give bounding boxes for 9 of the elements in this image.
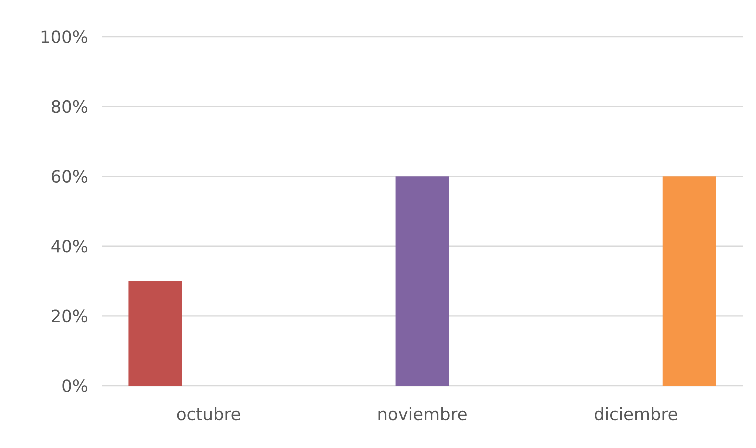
y-tick-label: 100% <box>42 30 88 44</box>
y-tick-label: 40% <box>52 240 88 253</box>
x-tick-label: octubre <box>177 408 240 421</box>
y-tick-label: 20% <box>52 310 88 323</box>
x-tick-label: noviembre <box>378 408 467 421</box>
y-tick-label: 80% <box>52 100 88 114</box>
y-tick-label: 60% <box>52 170 88 183</box>
x-tick-label: diciembre <box>595 408 678 421</box>
y-tick-label: 0% <box>62 380 88 392</box>
